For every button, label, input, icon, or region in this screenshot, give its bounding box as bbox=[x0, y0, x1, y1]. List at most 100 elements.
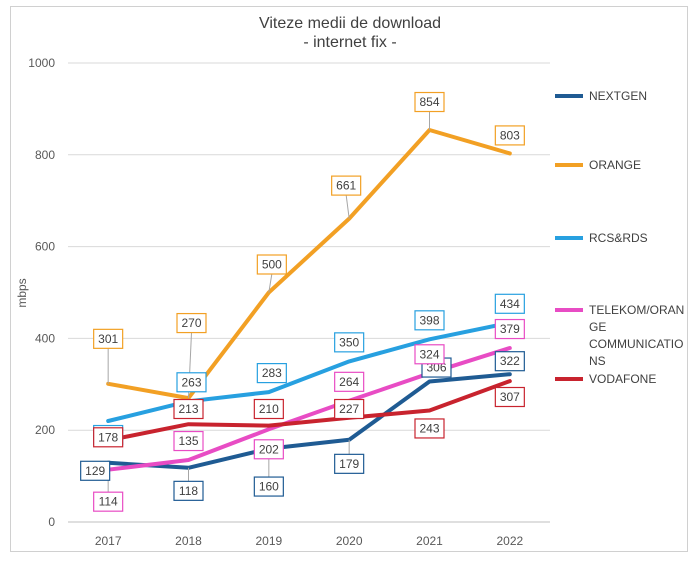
data-label-value: 179 bbox=[339, 457, 359, 471]
series-line-nextgen bbox=[106, 372, 512, 470]
data-label: 307 bbox=[494, 386, 525, 408]
data-label-value: 270 bbox=[181, 316, 201, 330]
legend-item: TELEKOM/ORAN GE COMMUNICATIO NS bbox=[555, 303, 684, 368]
legend-label: NEXTGEN bbox=[589, 89, 647, 103]
x-tick-label-2019: 2019 bbox=[255, 534, 282, 548]
y-tick-label-0: 0 bbox=[48, 515, 55, 529]
data-label-value: 301 bbox=[98, 332, 118, 346]
gridlines bbox=[68, 62, 550, 523]
data-labels: 1291181601793063223012705006618548032202… bbox=[80, 91, 525, 512]
x-tick-label-2018: 2018 bbox=[175, 534, 202, 548]
series-line-orange bbox=[106, 128, 512, 401]
data-label-value: 263 bbox=[181, 375, 201, 389]
data-label: 179 bbox=[334, 453, 365, 474]
data-label: 661 bbox=[331, 175, 362, 196]
data-label-value: 322 bbox=[500, 354, 520, 368]
data-label-value: 307 bbox=[500, 390, 520, 404]
data-label: 803 bbox=[494, 125, 525, 146]
data-label: 160 bbox=[253, 476, 284, 497]
data-label-value: 854 bbox=[419, 95, 439, 109]
data-label-box bbox=[334, 398, 365, 420]
data-label-value: 114 bbox=[99, 495, 118, 509]
data-label-box bbox=[173, 480, 204, 501]
data-label-value: 803 bbox=[500, 128, 520, 142]
data-label-box bbox=[93, 491, 124, 512]
legend-label: NS bbox=[589, 354, 606, 368]
data-label: 854 bbox=[414, 91, 445, 113]
data-label-value: 350 bbox=[339, 335, 359, 349]
data-label: 118 bbox=[173, 480, 204, 501]
y-axis-label: mbps bbox=[15, 278, 29, 307]
data-label: 210 bbox=[253, 398, 284, 420]
data-label: 213 bbox=[173, 398, 204, 420]
data-label-value: 202 bbox=[259, 442, 279, 456]
y-tick-label-400: 400 bbox=[35, 331, 55, 345]
data-label-value: 283 bbox=[262, 366, 282, 380]
data-label: 434 bbox=[494, 293, 525, 314]
chart-title-block: Viteze medii de download - internet fix … bbox=[0, 14, 700, 52]
data-label-value: 210 bbox=[259, 402, 279, 416]
data-label-value: 243 bbox=[419, 421, 439, 435]
data-label: 398 bbox=[414, 310, 445, 331]
legend: NEXTGEN ORANGE RCS&RDS TELEKOM/ORAN GE COMMUN… bbox=[555, 89, 684, 386]
legend-label: RCS&RDS bbox=[589, 231, 648, 245]
y-tick-label-600: 600 bbox=[35, 240, 55, 254]
data-label-box bbox=[494, 125, 525, 146]
data-label: 270 bbox=[176, 312, 207, 334]
y-tick-label-200: 200 bbox=[35, 423, 55, 437]
data-label: 227 bbox=[334, 398, 365, 420]
legend-label: ORANGE bbox=[589, 158, 641, 172]
data-label-value: 178 bbox=[98, 430, 118, 444]
chart-subtitle: - internet fix - bbox=[303, 34, 397, 51]
data-label-box bbox=[414, 310, 445, 331]
data-label-box bbox=[494, 293, 525, 314]
data-label: 243 bbox=[414, 418, 445, 439]
legend-label: GE bbox=[589, 320, 606, 334]
data-label: 263 bbox=[176, 372, 207, 393]
legend-label: VODAFONE bbox=[589, 372, 656, 386]
chart-title: Viteze medii de download bbox=[258, 15, 442, 32]
data-label-box bbox=[253, 476, 284, 497]
x-tick-label-2020: 2020 bbox=[336, 534, 363, 548]
legend-label: COMMUNICATIO bbox=[589, 337, 683, 351]
data-label-value: 379 bbox=[500, 322, 520, 336]
data-label-box bbox=[256, 254, 287, 275]
data-label-value: 264 bbox=[339, 375, 359, 389]
data-label-value: 135 bbox=[178, 434, 198, 448]
data-label-box bbox=[93, 328, 124, 349]
legend-item: ORANGE bbox=[555, 158, 641, 172]
data-label-box bbox=[414, 418, 445, 439]
data-label: 135 bbox=[173, 430, 204, 452]
data-label-box bbox=[334, 371, 365, 392]
data-label: 129 bbox=[80, 460, 111, 481]
data-label-box bbox=[176, 372, 207, 393]
data-label-value: 227 bbox=[339, 402, 359, 416]
data-label-value: 160 bbox=[259, 480, 279, 494]
data-label: 202 bbox=[253, 439, 284, 460]
legend-item: NEXTGEN bbox=[555, 89, 647, 103]
data-label: 114 bbox=[93, 491, 124, 512]
data-label-box bbox=[494, 351, 525, 372]
data-label-box bbox=[93, 427, 124, 448]
data-label-value: 129 bbox=[85, 464, 105, 478]
series-line-vodafone bbox=[106, 379, 512, 443]
data-label-box bbox=[253, 439, 284, 460]
data-label-box bbox=[173, 430, 204, 452]
data-label-value: 213 bbox=[178, 402, 198, 416]
label-leader-lines bbox=[107, 111, 430, 493]
data-label-box bbox=[253, 398, 284, 420]
data-label: 264 bbox=[334, 371, 365, 392]
data-label-box bbox=[494, 386, 525, 408]
y-tick-label-1000: 1000 bbox=[28, 56, 55, 70]
data-label-value: 118 bbox=[179, 484, 198, 498]
data-label-value: 434 bbox=[500, 297, 520, 311]
data-label-box bbox=[334, 332, 365, 353]
legend-label: TELEKOM/ORAN bbox=[589, 303, 684, 317]
data-label: 322 bbox=[494, 351, 525, 372]
leader-line bbox=[268, 273, 273, 293]
data-label: 324 bbox=[414, 344, 445, 365]
data-label-box bbox=[414, 91, 445, 113]
data-label-box bbox=[173, 398, 204, 420]
data-label-box bbox=[256, 363, 287, 384]
